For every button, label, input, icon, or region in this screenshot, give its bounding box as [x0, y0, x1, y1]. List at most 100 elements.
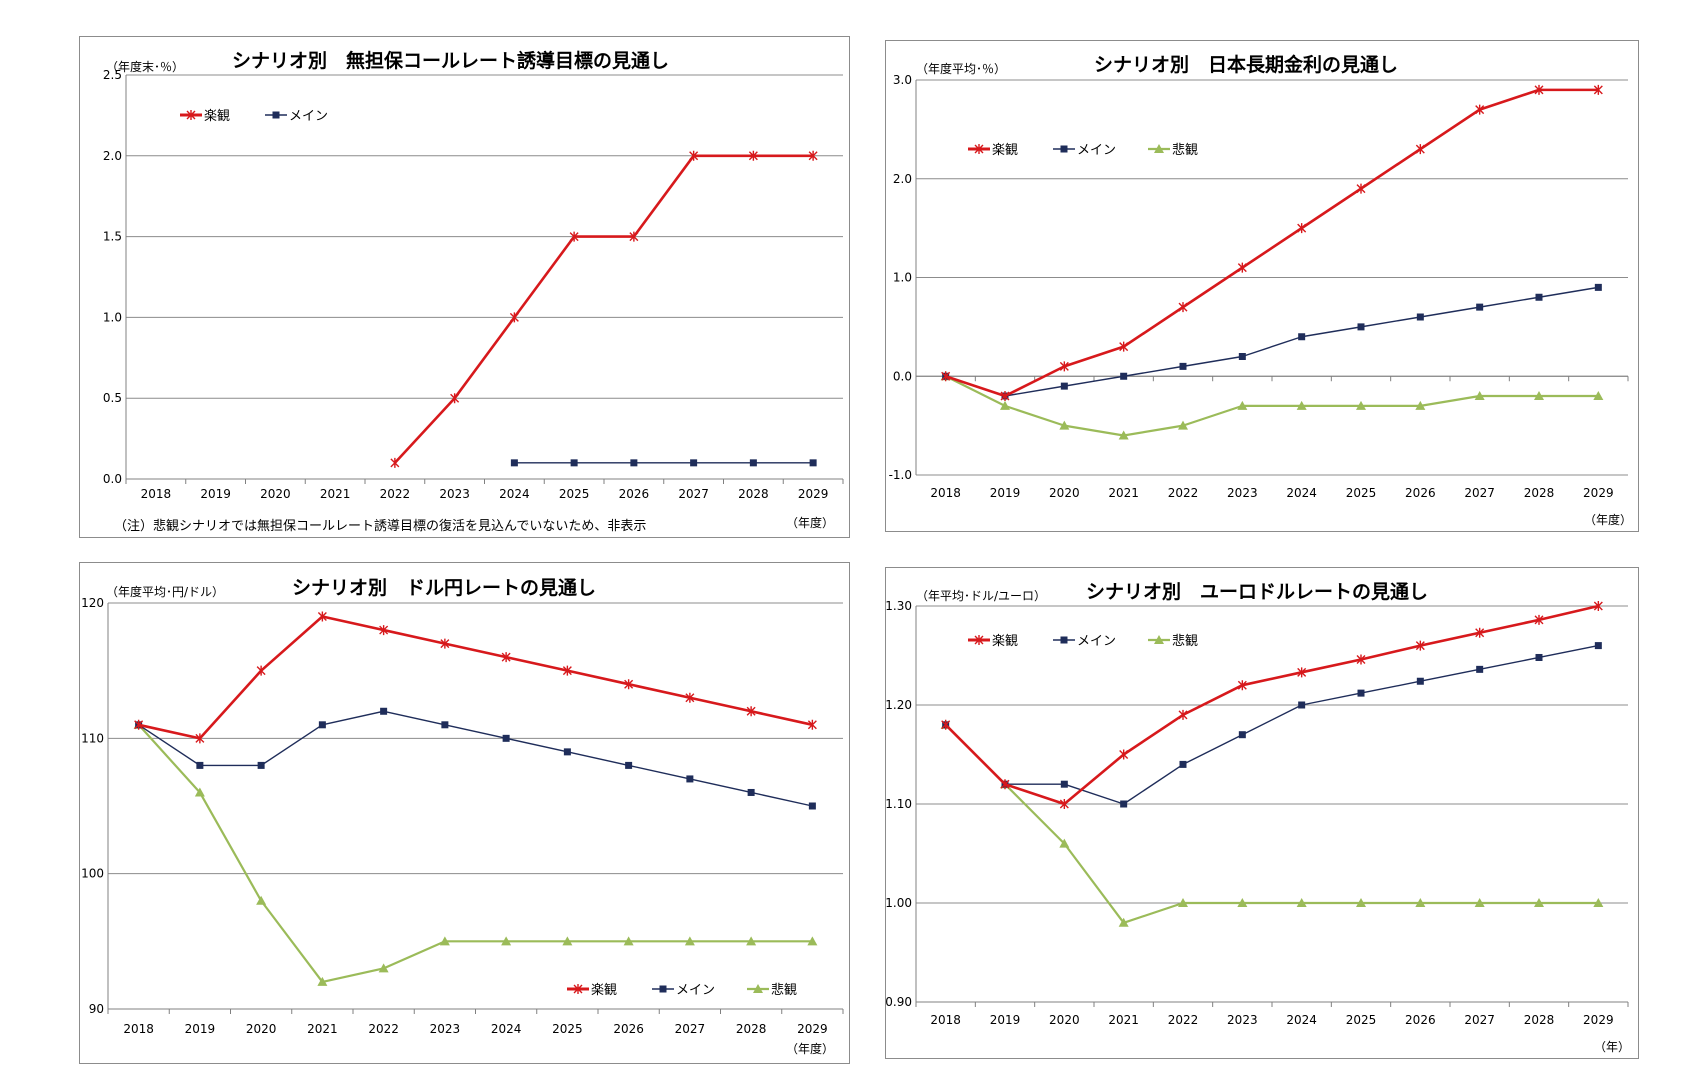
data-point	[1178, 420, 1188, 430]
x-tick-label: 2029	[797, 1022, 828, 1036]
y-tick-label: -1.0	[889, 468, 912, 482]
series-line-star	[945, 88, 1599, 398]
y-tick-label: 2.0	[893, 172, 912, 186]
legend-marker	[573, 984, 583, 994]
y-tick-label: 120	[81, 596, 104, 610]
legend-marker	[753, 984, 763, 993]
data-point	[380, 707, 388, 715]
x-tick-label: 2029	[1583, 486, 1614, 500]
x-tick-label: 2023	[1227, 486, 1258, 500]
x-tick-label: 2021	[307, 1022, 338, 1036]
x-tick-label: 2027	[675, 1022, 706, 1036]
data-point	[1296, 400, 1307, 410]
x-tick-label: 2027	[1464, 1013, 1495, 1027]
x-tick-label: 2027	[1464, 486, 1495, 500]
x-tick-label: 2023	[1227, 1013, 1258, 1027]
jgb-yield-chart: シナリオ別 日本長期金利の見通し （年度平均･％） （年度） -1.0 0.0 1.…	[889, 53, 1632, 527]
series-line-star	[138, 615, 813, 740]
eurusd-chart: シナリオ別 ユーロドルレートの見通し （年平均･ドル/ユーロ） （年） 0.90…	[886, 581, 1630, 1054]
x-tick-label: 2023	[430, 1022, 461, 1036]
data-point	[1238, 731, 1246, 739]
data-point	[439, 936, 450, 946]
legend-label: メイン	[1077, 143, 1116, 158]
series-line-square	[945, 644, 1599, 805]
legend-marker	[1154, 144, 1164, 153]
legend-label: メイン	[1077, 634, 1116, 649]
legend-marker	[974, 144, 984, 154]
data-point	[1593, 391, 1604, 400]
data-point	[1534, 391, 1544, 400]
data-point	[1357, 689, 1365, 697]
legend: 楽観 メイン 悲観	[567, 982, 797, 998]
x-tick-label: 2021	[320, 487, 351, 501]
data-point	[1356, 183, 1366, 194]
legend-marker	[659, 985, 667, 993]
data-point	[807, 719, 817, 730]
y-tick-label: 100	[81, 867, 104, 881]
chart-title: シナリオ別 ユーロドルレートの見通し	[1086, 581, 1428, 603]
data-point	[690, 459, 698, 467]
data-point	[1298, 701, 1306, 709]
x-tick-label: 2022	[380, 487, 411, 501]
plot-area: 90 100 110 120 2018 2019 2020 2021 2022 2023 2024 2…	[81, 596, 844, 1036]
x-tick-label: 2020	[1049, 486, 1080, 500]
data-point	[502, 734, 510, 742]
legend-label: メイン	[676, 983, 715, 998]
legend-label: 悲観	[771, 982, 797, 998]
x-tick-label: 2020	[1049, 1013, 1080, 1027]
data-point	[194, 787, 205, 797]
series-line-triangle	[945, 375, 1599, 437]
chart-title: シナリオ別 ドル円レートの見通し	[292, 577, 596, 599]
x-tick-label: 2018	[123, 1022, 154, 1036]
x-tick-label: 2026	[1405, 1013, 1436, 1027]
x-tick-label: 2018	[930, 486, 961, 500]
data-point	[1415, 640, 1425, 651]
data-point	[1474, 898, 1485, 907]
data-point	[1178, 898, 1188, 907]
data-point	[686, 775, 694, 783]
data-point	[257, 761, 265, 769]
data-point	[1535, 653, 1543, 661]
y-tick-label: 1.0	[893, 271, 912, 285]
data-point	[1178, 302, 1188, 313]
data-point	[1474, 391, 1485, 400]
data-point	[1000, 779, 1010, 790]
data-point	[1357, 323, 1365, 331]
data-point	[689, 150, 699, 161]
x-tick-label: 2025	[552, 1022, 583, 1036]
data-point	[1297, 223, 1307, 234]
series-line-star	[944, 604, 1599, 806]
data-point	[1118, 917, 1129, 927]
data-point	[1237, 898, 1248, 907]
usdjpy-chart: シナリオ別 ドル円レートの見通し （年度平均･円/ドル） （年度） 90 100 1…	[81, 577, 844, 1056]
legend-label: 楽観	[591, 982, 617, 998]
data-point	[1060, 382, 1068, 390]
x-tick-label: 2028	[736, 1022, 767, 1036]
x-tick-label: 2019	[185, 1022, 216, 1036]
x-tick-label: 2028	[1524, 486, 1555, 500]
call-rate-chart: シナリオ別 無担保コールレート誘導目標の見通し （年度末･％） （年度） （注）…	[103, 49, 844, 534]
y-tick-label: 0.90	[886, 995, 912, 1009]
data-point	[1237, 400, 1248, 410]
data-point	[941, 371, 951, 382]
data-point	[684, 936, 695, 946]
y-tick-label: 0.0	[893, 369, 912, 383]
data-point	[1594, 642, 1602, 650]
legend-marker	[186, 110, 196, 120]
data-point	[1534, 84, 1544, 95]
data-point	[623, 936, 634, 946]
x-tick-label: 2018	[930, 1013, 961, 1027]
y-tick-label: 1.00	[886, 896, 912, 910]
data-point	[509, 312, 519, 323]
data-point	[1356, 654, 1366, 665]
y-tick-label: 3.0	[893, 73, 912, 87]
chart-title: シナリオ別 日本長期金利の見通し	[1094, 53, 1398, 76]
x-tick-label: 2028	[1524, 1013, 1555, 1027]
x-tick-label: 2028	[738, 487, 769, 501]
data-point	[563, 748, 571, 756]
data-point	[1475, 627, 1485, 638]
data-point	[746, 706, 756, 717]
x-tick-label: 2022	[1168, 1013, 1199, 1027]
data-point	[1178, 709, 1188, 720]
y-tick-label: 1.20	[886, 698, 912, 712]
